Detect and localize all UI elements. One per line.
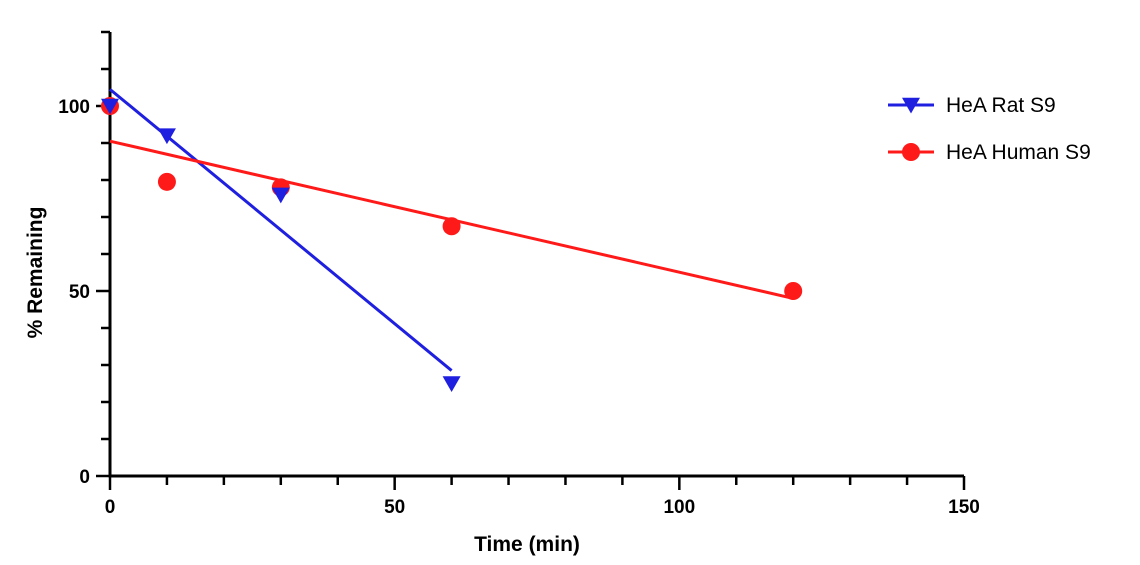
data-points: [101, 97, 803, 393]
data-point-rat: [101, 98, 119, 115]
legend-label: HeA Human S9: [946, 141, 1091, 164]
y-tick-label: 0: [79, 467, 90, 488]
y-tick-label: 100: [58, 97, 90, 118]
data-point-human: [157, 172, 176, 191]
legend-label: HeA Rat S9: [946, 94, 1056, 117]
x-tick-label: 100: [663, 497, 695, 518]
data-point-human: [442, 217, 461, 236]
data-point-rat: [271, 187, 290, 204]
legend: HeA Rat S9 HeA Human S9: [888, 94, 1091, 164]
axes: 0 50 100 150 0 50 100: [58, 30, 980, 518]
x-tick-label: 150: [948, 497, 980, 518]
legend-marker-triangle: [902, 97, 920, 114]
x-axis-title: Time (min): [474, 533, 580, 556]
y-tick-label: 50: [69, 282, 90, 303]
data-point-rat: [157, 128, 176, 145]
y-axis-title: % Remaining: [24, 207, 47, 339]
x-tick-label: 50: [384, 497, 405, 518]
data-point-human: [784, 282, 803, 300]
data-point-rat: [442, 376, 461, 393]
x-tick-label: 0: [105, 497, 116, 518]
legend-marker-circle: [902, 143, 920, 161]
